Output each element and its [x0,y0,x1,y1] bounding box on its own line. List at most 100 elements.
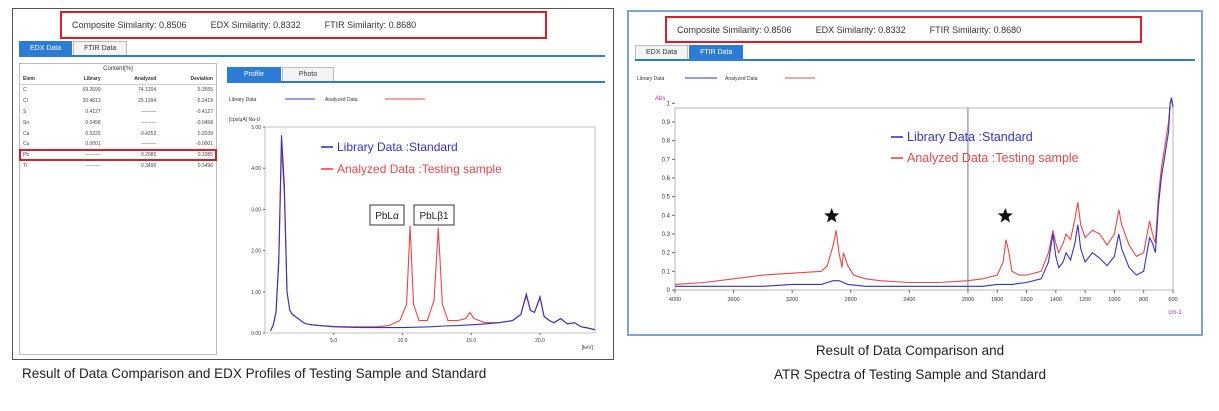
y-tick-label: 1 [667,101,671,107]
profile-tabs: Profile Photo [227,67,605,83]
table-cell: S [23,108,27,115]
table-cell: --------- [141,141,157,148]
table-cell: 0.0001 [85,141,101,148]
table-cell: 0.4252 [140,130,157,137]
right-caption-line1: Result of Data Comparison and [815,343,1005,358]
edx-similarity: EDX Similarity: 0.8332 [210,20,301,30]
x-axis-label: [keV] [582,345,594,351]
star-marker-icon [824,208,840,223]
tab-photo[interactable]: Photo [281,67,335,81]
y-tick-label: 0.6 [662,176,671,182]
edx-comparison-panel: Composite Similarity: 0.8506 EDX Similar… [12,8,614,360]
peak-label-box [369,204,405,226]
x-axis-label: cm-1 [1168,310,1182,316]
tab-edx-data[interactable]: EDX Data [19,41,73,55]
right-caption-line2: ATR Spectra of Testing Sample and Standa… [774,367,1046,382]
peak-label-pb-l-alpha: PbLα [375,211,399,222]
table-cell: Sn [23,119,30,126]
y-tick-label: 0.1 [662,269,671,275]
table-row-highlighted[interactable]: Pb --------- 0.2085 0.2085 [19,148,217,162]
peak-label-pb-l-beta1: PbLβ1 [419,211,449,222]
column-header: Analyzed [103,74,160,85]
y-tick-label: 0.8 [662,139,671,145]
table-cell: -0.4127 [196,108,213,115]
x-tick-label: 600 [1168,297,1177,303]
peak-label-box [413,204,455,226]
plot-frame [264,126,596,334]
composite-similarity: Composite Similarity: 0.8506 [72,20,187,30]
y-tick-label: 1.00 [251,290,261,296]
x-tick-label: 5.0 [330,338,337,344]
column-header: Library [55,74,104,85]
y-tick-label: 4.00 [251,166,261,172]
table-cell: Ca [23,130,30,137]
left-caption: Result of Data Comparison and EDX Profil… [22,366,487,381]
data-tabs: EDX Data FTIR Data [635,45,1195,61]
x-tick-label: 2800 [845,297,857,303]
x-tick-label: 1400 [1050,297,1062,303]
table-cell: Ti [23,162,27,169]
x-tick-label: 1000 [1108,297,1120,303]
tab-edx-data[interactable]: EDX Data [635,45,689,59]
y-tick-label: 0.7 [662,157,671,163]
table-cell: 0.4127 [85,108,101,115]
table-cell: 30.4813 [82,98,101,105]
table-cell: 0.3496 [140,162,157,169]
y-tick-label: 5.00 [251,125,261,131]
table-cell: Cu [23,141,30,148]
legend-library-label: Library Data :Standard [337,140,458,154]
table-row[interactable]: Ca 0.0222 0.4252 0.2039 [20,128,216,139]
x-tick-label: 10.0 [398,338,408,344]
content-table-panel: Content[%] Elem Library Analyzed Deviation … [19,63,217,355]
y-tick-label: 0.00 [251,331,261,337]
ftir-spectra-chart: Library Data Analyzed Data Abs 0 0.1 0.2 0.3 0.… [637,76,1182,316]
y-tick-label: 0 [667,288,671,294]
y-axis-label: [cps/μA] Na-U [229,117,261,123]
tab-profile[interactable]: Profile [227,67,281,81]
table-cell: 0.2039 [197,130,213,137]
legend-analyzed-label: Analyzed Data :Testing sample [907,151,1079,165]
ftir-similarity: FTIR Similarity: 0.8680 [929,24,1022,35]
table-cell: 25.1394 [138,98,157,105]
table-cell: C [23,87,27,94]
table-cell: --------- [85,152,101,159]
y-tick-label: 2.00 [251,249,261,255]
x-tick-label: 1800 [991,297,1003,303]
content-table: Elem Library Analyzed Deviation C 69.2699 74.… [19,74,217,171]
table-cell: 5.3555 [197,87,213,94]
table-row[interactable]: Cu 0.0001 --------- -0.0001 [20,139,216,150]
table-row[interactable]: S 0.4127 --------- -0.4127 [20,107,216,118]
small-legend-analyzed: Analyzed Data [325,97,358,103]
legend-analyzed-label: Analyzed Data :Testing sample [337,162,502,176]
x-tick-label: 1200 [1079,297,1091,303]
table-cell: 0.0458 [85,119,101,126]
star-marker-icon [997,208,1013,223]
x-tick-label: 15.0 [466,338,476,344]
legend-library-label: Library Data :Standard [907,130,1033,144]
edx-profile-chart: Library Data Analyzed Data [cps/μA] Na-U 0.… [229,97,596,351]
x-tick-label: 4000 [669,297,681,303]
edx-similarity: EDX Similarity: 0.8332 [815,24,906,35]
y-tick-label: 0.9 [662,120,671,126]
ftir-similarity: FTIR Similarity: 0.8680 [324,20,417,30]
y-tick-label: 0.3 [662,232,671,238]
small-legend-analyzed: Analyzed Data [725,76,758,82]
data-tabs: EDX Data FTIR Data [19,41,605,57]
table-cell: -0.0458 [196,119,213,126]
y-tick-label: 0.4 [662,213,671,219]
content-table-title: Content[%] [103,66,133,72]
table-row[interactable]: Cl 30.4813 25.1394 -5.2419 [20,96,216,107]
plot-frame [674,107,1174,291]
table-row[interactable]: Sn 0.0458 --------- -0.0458 [20,117,216,128]
x-tick-label: 2000 [962,297,974,303]
small-legend-library: Library Data [229,97,256,103]
table-cell: -5.2419 [196,98,213,105]
y-axis-label: Abs [655,96,665,102]
table-row[interactable]: C 69.2699 74.1204 5.3555 [20,85,216,96]
library-series-line [270,135,596,332]
tab-ftir-data[interactable]: FTIR Data [73,41,128,55]
table-row[interactable]: Ti --------- 0.3496 0.3496 [20,160,216,171]
library-series-line [675,97,1174,287]
y-tick-label: 0.2 [662,251,671,257]
tab-ftir-data[interactable]: FTIR Data [689,45,744,59]
